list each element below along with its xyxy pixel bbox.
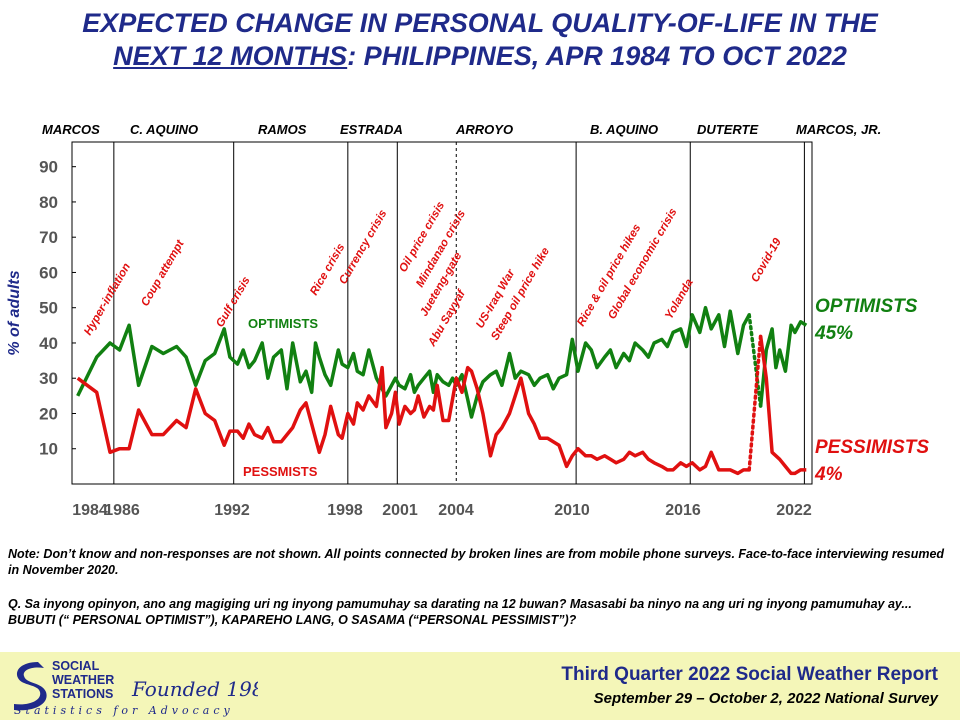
question-text: Q. Sa inyong opinyon, ano ang magiging u…: [8, 597, 912, 627]
admin-label-marcos: MARCOS: [42, 122, 100, 137]
optimists-end-name: OPTIMISTS: [815, 296, 918, 317]
y-tick-label-90: 90: [39, 158, 58, 177]
event-annotation-0: Hyper-inflation: [82, 261, 133, 337]
page-title-line1: EXPECTED CHANGE IN PERSONAL QUALITY-OF-L…: [82, 8, 878, 38]
title-underlined-part: NEXT 12 MONTHS: [113, 41, 348, 71]
sws-swirl-icon: [14, 662, 47, 711]
logo-line-social: SOCIAL: [52, 659, 100, 673]
report-title: Third Quarter 2022 Social Weather Report: [561, 664, 938, 685]
optimists-mobile-survey-line: [747, 313, 763, 409]
x-tick-label-2010: 2010: [554, 502, 590, 519]
logo-line-weather: WEATHER: [52, 673, 114, 687]
pessimists-line: [76, 365, 750, 476]
x-tick-label-2001: 2001: [382, 502, 418, 519]
survey-dates: September 29 – October 2, 2022 National …: [593, 690, 938, 707]
x-tick-label-2004: 2004: [438, 502, 474, 519]
y-tick-label-60: 60: [39, 263, 58, 282]
pessimists-inline-label: PESSMISTS: [243, 464, 318, 479]
optimists-inline-label: OPTIMISTS: [248, 316, 318, 331]
x-tick-label-1984: 1984: [72, 502, 108, 519]
pessimists-end-value: 4%: [814, 464, 843, 485]
logo-founded: Founded 1985: [131, 677, 258, 701]
admin-label-c-aquino: C. AQUINO: [130, 122, 199, 137]
page-title-line2: NEXT 12 MONTHS: PHILIPPINES, APR 1984 TO…: [0, 41, 960, 72]
y-tick-label-20: 20: [39, 404, 58, 423]
logo-tagline: Statistics for Advocacy: [14, 704, 234, 717]
y-tick-label-70: 70: [39, 228, 58, 247]
event-annotation-5: Oil price crisis: [397, 200, 447, 275]
x-tick-label-2022: 2022: [776, 502, 812, 519]
optimists-end-value: 45%: [814, 323, 853, 344]
plot-frame: [71, 141, 813, 485]
x-tick-label-2016: 2016: [665, 502, 701, 519]
y-tick-label-50: 50: [39, 299, 58, 318]
event-annotation-3: Rice crisis: [308, 242, 347, 298]
y-tick-label-10: 10: [39, 440, 58, 459]
logo-line-stations: STATIONS: [52, 687, 113, 701]
footer-band: [0, 652, 960, 720]
pessimists-end-name: PESSIMISTS: [815, 437, 929, 458]
pessimists-tail-line: [758, 335, 807, 476]
pessimists-mobile-survey-line: [747, 334, 763, 472]
title-rest-part: : PHILIPPINES, APR 1984 TO OCT 2022: [347, 41, 847, 71]
optimists-tail-line: [758, 320, 808, 407]
x-tick-label-1998: 1998: [327, 502, 363, 519]
admin-label-arroyo: ARROYO: [456, 122, 514, 137]
optimists-line: [76, 305, 751, 419]
x-tick-label-1986: 1986: [104, 502, 140, 519]
event-annotation-1: Coup attempt: [139, 237, 187, 308]
admin-label-marcos-jr: MARCOS, JR.: [796, 122, 882, 137]
y-tick-label-30: 30: [39, 369, 58, 388]
y-tick-label-40: 40: [39, 334, 58, 353]
sws-logo: SOCIAL WEATHER STATIONS Founded 1985 Sta…: [14, 659, 258, 717]
admin-label-duterte: DUTERTE: [697, 122, 759, 137]
y-tick-label-80: 80: [39, 193, 58, 212]
admin-label-ramos: RAMOS: [258, 122, 307, 137]
admin-label-estrada: ESTRADA: [340, 122, 403, 137]
x-tick-label-1992: 1992: [214, 502, 250, 519]
y-axis-label: % of adults: [6, 270, 23, 355]
admin-label-b-aquino: B. AQUINO: [590, 122, 659, 137]
event-annotation-14: Covid-19: [749, 236, 784, 285]
note-text: Note: Don’t know and non-responses are n…: [8, 547, 945, 577]
